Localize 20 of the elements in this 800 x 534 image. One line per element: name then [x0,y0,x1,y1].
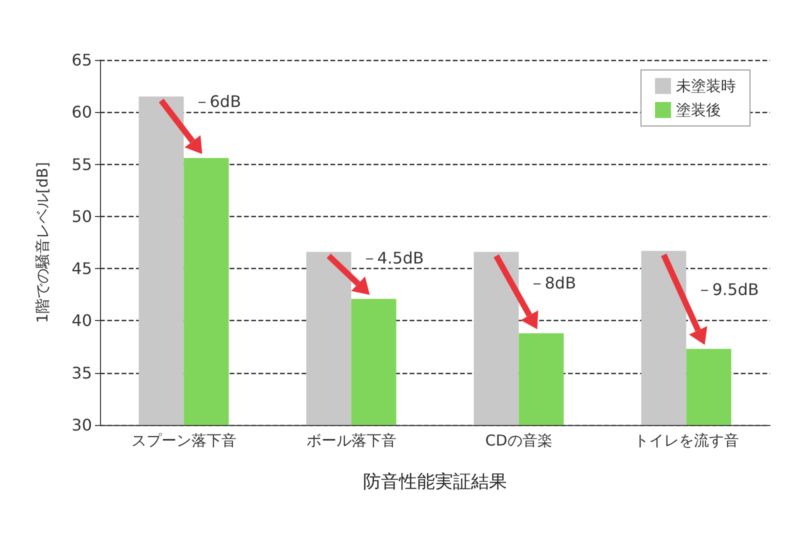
annotation: －4.5dB [361,248,424,268]
y-tick-label: 60 [72,102,92,122]
legend-label: 未塗装時 [676,77,736,95]
y-tick-label: 40 [72,311,92,330]
x-tick-label: ボール落下音 [306,432,396,450]
legend-label: 塗装後 [676,101,721,119]
x-tick-label: スプーン落下音 [131,432,236,450]
y-tick-label: 35 [72,363,92,382]
x-axis-title: 防音性能実証結果 [363,472,507,492]
y-tick-label: 30 [72,416,92,434]
annotation: －6dB [194,92,242,112]
annotation: －8dB [528,274,576,293]
x-tick-label: トイレを流す音 [634,432,739,450]
x-tick-label: CDの音楽 [485,432,552,450]
y-tick-label: 55 [72,154,92,174]
y-tick-label: 45 [72,259,92,278]
annotation: －9.5dB [696,280,759,299]
y-tick-label: 50 [72,206,92,226]
y-tick-label: 65 [72,50,92,70]
y-axis-title: 1階での騒音レベル[dB] [34,162,52,324]
